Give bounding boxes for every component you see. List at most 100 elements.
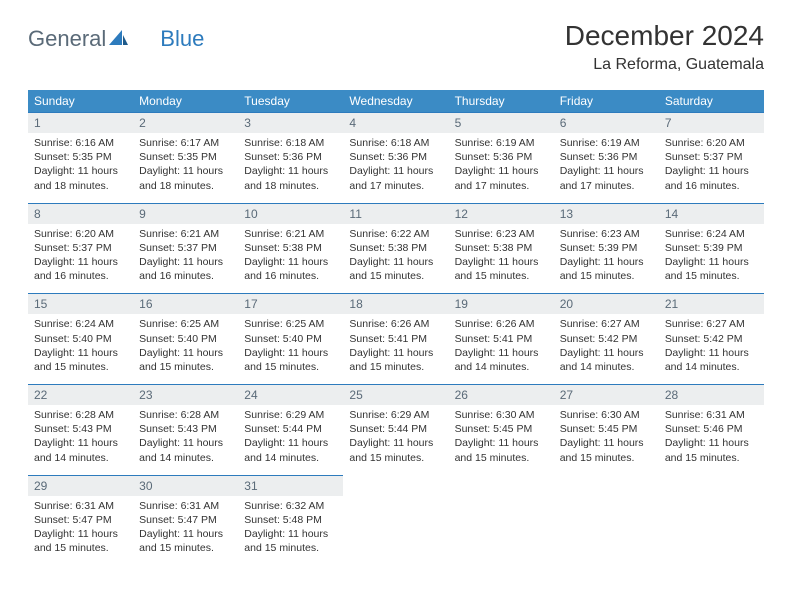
- day-detail-row: Sunrise: 6:24 AMSunset: 5:40 PMDaylight:…: [28, 314, 764, 384]
- day-number-cell: 25: [343, 385, 448, 406]
- daylight-line: Daylight: 11 hours and 15 minutes.: [455, 255, 548, 283]
- day-detail-cell: Sunrise: 6:20 AMSunset: 5:37 PMDaylight:…: [28, 224, 133, 294]
- daylight-line: Daylight: 11 hours and 15 minutes.: [349, 255, 442, 283]
- day-number-cell: 27: [554, 385, 659, 406]
- day-header: Wednesday: [343, 90, 448, 113]
- day-detail-cell: Sunrise: 6:27 AMSunset: 5:42 PMDaylight:…: [554, 314, 659, 384]
- sunrise-line: Sunrise: 6:16 AM: [34, 136, 127, 150]
- day-number-cell: 8: [28, 203, 133, 224]
- day-detail-cell: Sunrise: 6:17 AMSunset: 5:35 PMDaylight:…: [133, 133, 238, 203]
- sunrise-line: Sunrise: 6:20 AM: [34, 227, 127, 241]
- day-detail-cell: Sunrise: 6:16 AMSunset: 5:35 PMDaylight:…: [28, 133, 133, 203]
- day-number-cell: 23: [133, 385, 238, 406]
- sunset-line: Sunset: 5:35 PM: [34, 150, 127, 164]
- day-number-cell: 9: [133, 203, 238, 224]
- day-number-cell: 19: [449, 294, 554, 315]
- sunset-line: Sunset: 5:36 PM: [349, 150, 442, 164]
- sunrise-line: Sunrise: 6:26 AM: [455, 317, 548, 331]
- daylight-line: Daylight: 11 hours and 15 minutes.: [560, 255, 653, 283]
- logo: General Blue: [28, 20, 204, 52]
- daylight-line: Daylight: 11 hours and 17 minutes.: [560, 164, 653, 192]
- day-detail-cell: Sunrise: 6:26 AMSunset: 5:41 PMDaylight:…: [343, 314, 448, 384]
- sunset-line: Sunset: 5:36 PM: [560, 150, 653, 164]
- day-number-cell: 31: [238, 475, 343, 496]
- daylight-line: Daylight: 11 hours and 15 minutes.: [349, 346, 442, 374]
- day-detail-cell: Sunrise: 6:28 AMSunset: 5:43 PMDaylight:…: [28, 405, 133, 475]
- day-number-cell: 18: [343, 294, 448, 315]
- daylight-line: Daylight: 11 hours and 15 minutes.: [455, 436, 548, 464]
- day-number-cell: 20: [554, 294, 659, 315]
- header: General Blue December 2024 La Reforma, G…: [28, 20, 764, 74]
- sunrise-line: Sunrise: 6:25 AM: [244, 317, 337, 331]
- daylight-line: Daylight: 11 hours and 15 minutes.: [139, 527, 232, 555]
- logo-text-general: General: [28, 26, 106, 52]
- sunset-line: Sunset: 5:40 PM: [139, 332, 232, 346]
- day-detail-cell: Sunrise: 6:25 AMSunset: 5:40 PMDaylight:…: [133, 314, 238, 384]
- daylight-line: Daylight: 11 hours and 15 minutes.: [244, 346, 337, 374]
- sunset-line: Sunset: 5:38 PM: [455, 241, 548, 255]
- day-detail-row: Sunrise: 6:20 AMSunset: 5:37 PMDaylight:…: [28, 224, 764, 294]
- sunrise-line: Sunrise: 6:23 AM: [560, 227, 653, 241]
- day-number-row: 1234567: [28, 113, 764, 134]
- daylight-line: Daylight: 11 hours and 15 minutes.: [139, 346, 232, 374]
- day-number-cell: 6: [554, 113, 659, 134]
- sunrise-line: Sunrise: 6:24 AM: [665, 227, 758, 241]
- daylight-line: Daylight: 11 hours and 15 minutes.: [244, 527, 337, 555]
- day-number-cell: 3: [238, 113, 343, 134]
- day-detail-cell: Sunrise: 6:18 AMSunset: 5:36 PMDaylight:…: [238, 133, 343, 203]
- day-number-row: 293031: [28, 475, 764, 496]
- daylight-line: Daylight: 11 hours and 15 minutes.: [34, 527, 127, 555]
- sunrise-line: Sunrise: 6:28 AM: [34, 408, 127, 422]
- sunset-line: Sunset: 5:36 PM: [244, 150, 337, 164]
- daylight-line: Daylight: 11 hours and 14 minutes.: [560, 346, 653, 374]
- day-header: Monday: [133, 90, 238, 113]
- day-number-cell: 17: [238, 294, 343, 315]
- day-number-cell: 29: [28, 475, 133, 496]
- day-number-cell: [449, 475, 554, 496]
- daylight-line: Daylight: 11 hours and 16 minutes.: [244, 255, 337, 283]
- day-detail-cell: Sunrise: 6:21 AMSunset: 5:37 PMDaylight:…: [133, 224, 238, 294]
- day-detail-row: Sunrise: 6:16 AMSunset: 5:35 PMDaylight:…: [28, 133, 764, 203]
- sunrise-line: Sunrise: 6:21 AM: [244, 227, 337, 241]
- sunrise-line: Sunrise: 6:31 AM: [34, 499, 127, 513]
- day-detail-cell: Sunrise: 6:28 AMSunset: 5:43 PMDaylight:…: [133, 405, 238, 475]
- sunset-line: Sunset: 5:47 PM: [34, 513, 127, 527]
- daylight-line: Daylight: 11 hours and 15 minutes.: [560, 436, 653, 464]
- sunset-line: Sunset: 5:45 PM: [455, 422, 548, 436]
- day-detail-cell: [554, 496, 659, 566]
- day-detail-cell: Sunrise: 6:18 AMSunset: 5:36 PMDaylight:…: [343, 133, 448, 203]
- location: La Reforma, Guatemala: [565, 56, 764, 74]
- day-header: Tuesday: [238, 90, 343, 113]
- sunset-line: Sunset: 5:43 PM: [139, 422, 232, 436]
- day-number-cell: 7: [659, 113, 764, 134]
- sunset-line: Sunset: 5:48 PM: [244, 513, 337, 527]
- day-detail-cell: Sunrise: 6:26 AMSunset: 5:41 PMDaylight:…: [449, 314, 554, 384]
- day-header: Sunday: [28, 90, 133, 113]
- sunrise-line: Sunrise: 6:24 AM: [34, 317, 127, 331]
- sunset-line: Sunset: 5:42 PM: [560, 332, 653, 346]
- sunset-line: Sunset: 5:38 PM: [244, 241, 337, 255]
- daylight-line: Daylight: 11 hours and 14 minutes.: [455, 346, 548, 374]
- day-detail-row: Sunrise: 6:28 AM Sunset: 5:43 PM Daylight:…: [28, 405, 764, 475]
- day-detail-cell: Sunrise: 6:22 AMSunset: 5:38 PMDaylight:…: [343, 224, 448, 294]
- sunrise-line: Sunrise: 6:30 AM: [560, 408, 653, 422]
- sunset-line: Sunset: 5:42 PM: [665, 332, 758, 346]
- daylight-line: Daylight: 11 hours and 18 minutes.: [34, 164, 127, 192]
- sunset-line: Sunset: 5:46 PM: [665, 422, 758, 436]
- day-header: Thursday: [449, 90, 554, 113]
- day-number-row: 22232425262728: [28, 385, 764, 406]
- sunset-line: Sunset: 5:38 PM: [349, 241, 442, 255]
- day-number-row: 15161718192021: [28, 294, 764, 315]
- day-detail-row: Sunrise: 6:31 AMSunset: 5:47 PMDaylight:…: [28, 496, 764, 566]
- sunset-line: Sunset: 5:44 PM: [244, 422, 337, 436]
- daylight-line: Daylight: 11 hours and 15 minutes.: [665, 255, 758, 283]
- day-detail-cell: Sunrise: 6:20 AMSunset: 5:37 PMDaylight:…: [659, 133, 764, 203]
- day-detail-cell: Sunrise: 6:23 AMSunset: 5:39 PMDaylight:…: [554, 224, 659, 294]
- sunrise-line: Sunrise: 6:20 AM: [665, 136, 758, 150]
- daylight-line: Daylight: 11 hours and 16 minutes.: [34, 255, 127, 283]
- sunset-line: Sunset: 5:39 PM: [665, 241, 758, 255]
- sunset-line: Sunset: 5:47 PM: [139, 513, 232, 527]
- day-number-cell: 30: [133, 475, 238, 496]
- day-detail-cell: Sunrise: 6:31 AMSunset: 5:47 PMDaylight:…: [28, 496, 133, 566]
- sunrise-line: Sunrise: 6:29 AM: [244, 408, 337, 422]
